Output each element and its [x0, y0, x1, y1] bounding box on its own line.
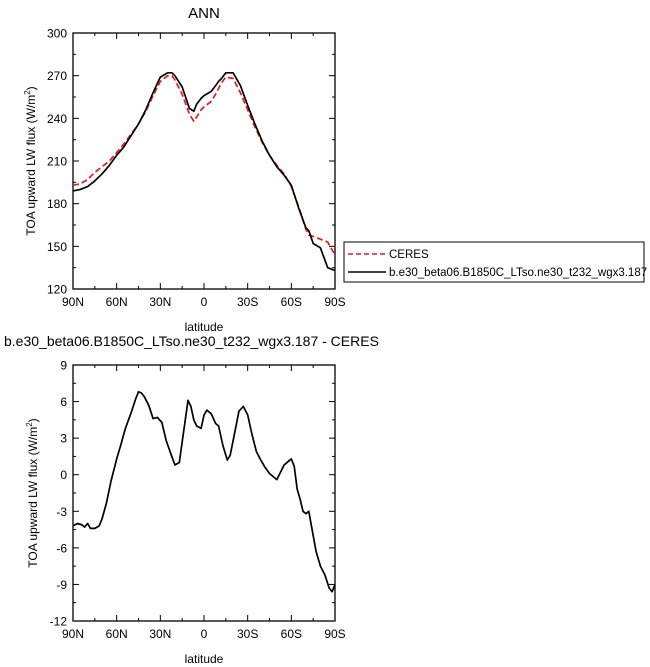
- top-y-tick-label: 300: [47, 27, 67, 41]
- top-series-lines: [72, 71, 336, 272]
- bottom-x-tick-label: 60S: [281, 627, 302, 641]
- top-series-line-ceres: [72, 74, 336, 256]
- bottom-x-tick-label: 0: [201, 627, 208, 641]
- top-panel: ANN 120 150 180 210 240 270 300 90N 60N 30N 0 30S 6…: [23, 5, 647, 334]
- top-y-ticks: 120 150 180 210 240 270 300: [47, 27, 335, 297]
- bottom-x-tick-label: 90S: [324, 627, 345, 641]
- bottom-y-ticks: -12 -9 -6 -3 0 3 6 9: [50, 359, 335, 629]
- top-y-tick-label: 150: [47, 240, 67, 254]
- bottom-y-tick-label: -3: [56, 505, 67, 519]
- bottom-y-tick-label: 3: [60, 432, 67, 446]
- bottom-y-tick-label: -9: [56, 578, 67, 592]
- bottom-x-axis-label: latitude: [185, 652, 224, 666]
- top-x-ticks: 90N 60N 30N 0 30S 60S 90S: [62, 33, 346, 309]
- bottom-y-axis-label: TOA upward LW flux (W/m2): [25, 418, 40, 567]
- top-x-tick-label: 90S: [324, 295, 345, 309]
- top-x-tick-label: 0: [201, 295, 208, 309]
- bottom-panel: b.e30_beta06.B1850C_LTso.ne30_t232_wgx3.…: [4, 333, 379, 666]
- top-x-tick-label: 60S: [281, 295, 302, 309]
- top-y-tick-label: 270: [47, 69, 67, 83]
- bottom-y-tick-label: -12: [50, 615, 68, 629]
- top-x-tick-label: 60N: [106, 295, 128, 309]
- bottom-y-tick-label: 0: [60, 468, 67, 482]
- top-x-tick-label: 30N: [149, 295, 171, 309]
- top-y-tick-label: 180: [47, 197, 67, 211]
- legend-ceres-label: CERES: [389, 249, 429, 261]
- bottom-x-tick-label: 60N: [106, 627, 128, 641]
- bottom-series-lines: [72, 390, 336, 593]
- top-x-tick-label: 90N: [62, 295, 84, 309]
- top-y-tick-label: 240: [47, 112, 67, 126]
- bottom-y-tick-label: 6: [60, 395, 67, 409]
- top-y-axis-label: TOA upward LW flux (W/m2): [23, 86, 38, 235]
- top-series-line-model: [72, 71, 336, 272]
- legend-box: [343, 241, 645, 283]
- bottom-x-tick-label: 30N: [149, 627, 171, 641]
- top-y-tick-label: 210: [47, 155, 67, 169]
- top-x-axis-label: latitude: [185, 320, 224, 334]
- bottom-y-tick-label: 9: [60, 359, 67, 373]
- bottom-plot-frame: [72, 364, 336, 622]
- bottom-x-tick-label: 90N: [62, 627, 84, 641]
- bottom-y-tick-label: -6: [56, 541, 67, 555]
- top-y-tick-label: 120: [47, 283, 67, 297]
- legend-model-label: b.e30_beta06.B1850C_LTso.ne30_t232_wgx3.…: [389, 267, 647, 279]
- bottom-x-ticks: 90N 60N 30N 0 30S 60S 90S: [62, 365, 346, 641]
- top-x-tick-label: 30S: [237, 295, 258, 309]
- bottom-x-tick-label: 30S: [237, 627, 258, 641]
- bottom-chart-title: b.e30_beta06.B1850C_LTso.ne30_t232_wgx3.…: [4, 333, 379, 349]
- top-chart-title: ANN: [188, 5, 220, 22]
- legend: CERES b.e30_beta06.B1850C_LTso.ne30_t232…: [343, 241, 647, 283]
- bottom-series-line-model: [72, 390, 336, 593]
